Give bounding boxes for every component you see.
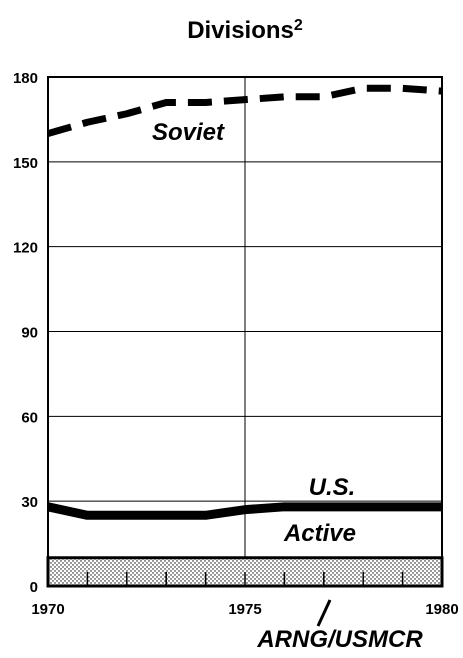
x-tick-label: 1970: [31, 601, 64, 618]
y-tick-label: 0: [30, 579, 38, 596]
x-tick-label: 1975: [228, 601, 261, 618]
y-tick-label: 120: [13, 240, 38, 257]
series-label: Soviet: [152, 119, 225, 146]
series-label: U.S. Active: [283, 474, 356, 547]
y-tick-label: 150: [13, 155, 38, 172]
y-tick-label: 90: [21, 325, 38, 342]
y-tick-label: 60: [21, 409, 38, 426]
y-tick-label: 180: [13, 70, 38, 87]
label-line: Active: [283, 520, 356, 547]
plot-frame: [47, 76, 443, 587]
chart-title: Divisions2: [187, 17, 303, 44]
x-tick-label: 1980: [425, 601, 458, 618]
leader-line: [316, 599, 332, 627]
y-tick-label: 30: [21, 494, 38, 511]
line: [47, 502, 442, 520]
series-label: ARNG/USMCR: [256, 626, 423, 653]
line: [47, 84, 443, 137]
label-line: U.S.: [309, 474, 356, 501]
